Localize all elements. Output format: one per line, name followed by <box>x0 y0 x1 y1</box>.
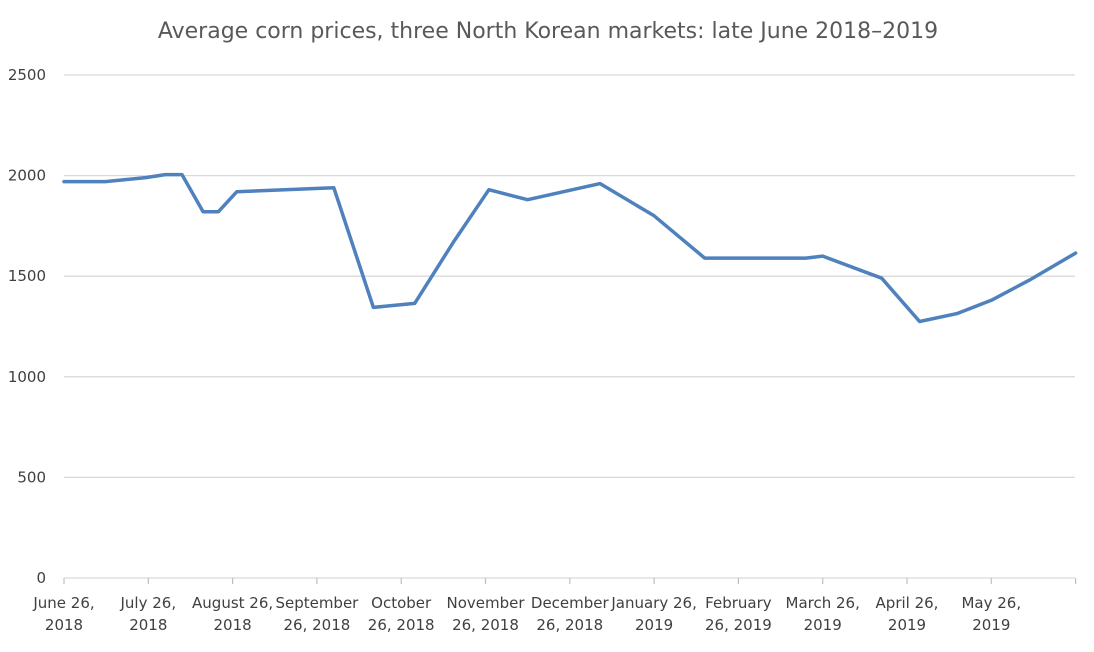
y-tick-label: 1500 <box>8 267 46 285</box>
series-line <box>62 172 1078 324</box>
y-axis: 0 500 1000 1500 2000 2500 <box>8 66 46 587</box>
chart-title: Average corn prices, three North Korean … <box>158 19 938 44</box>
y-tick-label: 0 <box>36 569 46 587</box>
x-tick-label: June 26, 2018 <box>32 594 94 634</box>
x-tick-label: January 26, 2019 <box>610 594 697 634</box>
x-tick-label: July 26, 2018 <box>119 594 176 634</box>
y-tick-label: 500 <box>17 468 46 486</box>
x-tick-label: May 26, 2019 <box>961 594 1021 634</box>
x-tick-label: December 26, 2018 <box>531 594 610 634</box>
x-tick-label: October 26, 2018 <box>368 594 435 634</box>
x-tick-label: September 26, 2018 <box>275 594 359 634</box>
series-group <box>62 172 1078 324</box>
y-tick-label: 1000 <box>8 368 46 386</box>
y-tick-label: 2000 <box>8 167 46 185</box>
x-tick-label: February 26, 2019 <box>705 594 772 634</box>
x-tick-label: August 26, 2018 <box>192 594 273 634</box>
x-axis: June 26, 2018 July 26, 2018 August 26, 2018Se… <box>32 577 1077 634</box>
x-tick-label: November 26, 2018 <box>446 594 525 634</box>
x-tick-label: April 26, 2019 <box>876 594 939 634</box>
y-tick-label: 2500 <box>8 66 46 84</box>
gridlines <box>64 74 1075 479</box>
x-tick-label: March 26, 2019 <box>786 594 860 634</box>
